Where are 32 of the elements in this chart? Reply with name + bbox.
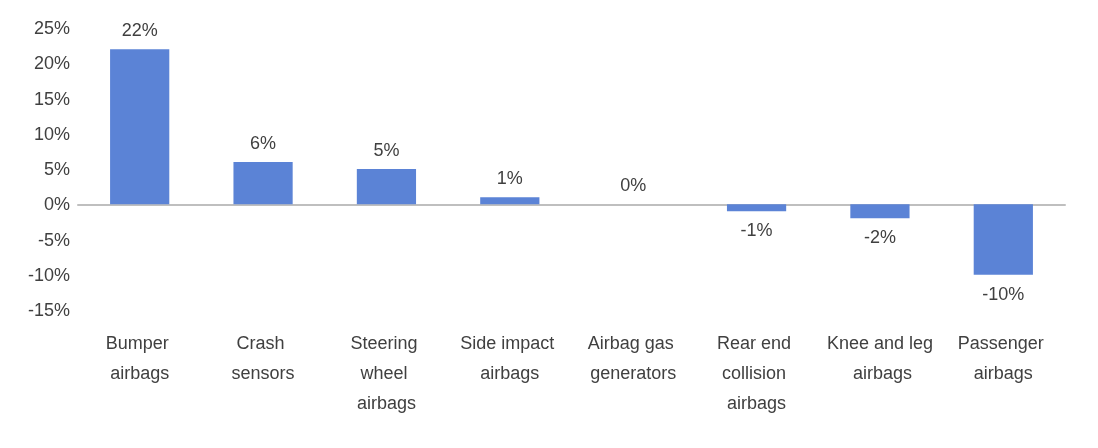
x-tick-label: Bumper airbags [105, 333, 174, 383]
bar [110, 49, 170, 205]
data-label: 22% [121, 20, 158, 41]
data-label: 0% [620, 175, 647, 196]
y-tick-label: 0% [43, 194, 70, 215]
bar [850, 204, 910, 219]
y-tick-label: -10% [27, 264, 70, 285]
x-tick-label: Crash sensors [231, 333, 295, 383]
bar [233, 161, 293, 205]
x-tick-label: Side impact airbags [460, 333, 560, 383]
bar [726, 204, 787, 212]
data-label: 1% [496, 168, 523, 189]
bar [356, 169, 417, 205]
bar [480, 197, 540, 205]
y-tick-label: -5% [37, 229, 70, 250]
y-tick-label: 10% [33, 123, 70, 144]
y-tick-label: -15% [27, 300, 70, 320]
data-label: -1% [740, 220, 773, 241]
y-tick-label: 5% [43, 159, 70, 179]
data-label: -10% [982, 283, 1025, 304]
x-tick-label: Steering wheel airbags [350, 333, 423, 413]
y-tick-label: 25% [33, 18, 70, 38]
data-label: -2% [863, 227, 896, 248]
x-tick-label: Rear end collision airbags [717, 333, 797, 413]
y-tick-label: 15% [33, 88, 70, 109]
x-tick-label: Passenger airbags [957, 333, 1049, 383]
x-tick-label: Airbag gas generators [587, 333, 679, 383]
data-label: 5% [373, 140, 400, 160]
data-label: 6% [250, 132, 277, 153]
y-tick-label: 20% [33, 53, 70, 74]
x-tick-label: Knee and leg airbags [826, 333, 933, 383]
bar [973, 204, 1033, 275]
